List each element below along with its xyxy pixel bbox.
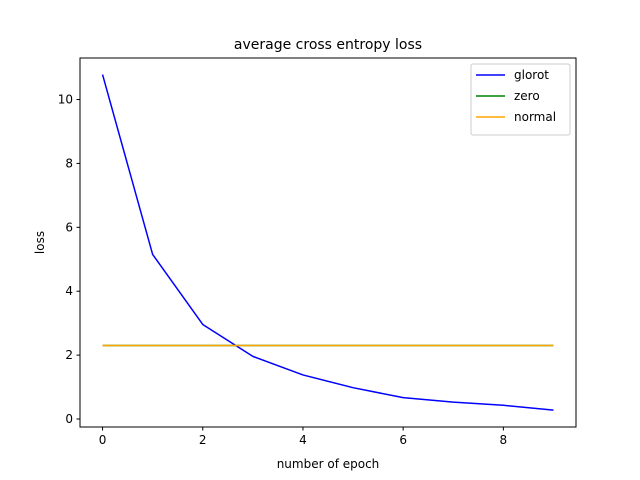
series-line-glorot bbox=[101, 74, 554, 411]
y-tick-label: 0 bbox=[65, 412, 73, 426]
legend: glorot zero normal bbox=[470, 63, 571, 136]
plot-frame bbox=[79, 57, 577, 428]
legend-label-glorot: glorot bbox=[514, 68, 549, 82]
x-tick-label: 4 bbox=[299, 433, 307, 447]
series-layer bbox=[101, 74, 554, 411]
y-tick-label: 2 bbox=[65, 348, 73, 362]
x-axis-label: number of epoch bbox=[277, 457, 380, 471]
x-tick-label: 6 bbox=[399, 433, 407, 447]
axis-ticks: 0 2 4 6 8 0 2 4 6 8 10 bbox=[58, 93, 507, 447]
y-tick-label: 4 bbox=[65, 284, 73, 298]
y-axis-label: loss bbox=[33, 231, 47, 254]
legend-label-normal: normal bbox=[514, 110, 556, 124]
y-tick-label: 8 bbox=[65, 156, 73, 170]
x-tick-label: 0 bbox=[99, 433, 107, 447]
y-tick-label: 6 bbox=[65, 220, 73, 234]
x-tick-label: 2 bbox=[199, 433, 207, 447]
x-tick-label: 8 bbox=[500, 433, 508, 447]
y-tick-label: 10 bbox=[58, 93, 73, 107]
legend-label-zero: zero bbox=[514, 89, 540, 103]
chart-title: average cross entropy loss bbox=[234, 37, 422, 53]
